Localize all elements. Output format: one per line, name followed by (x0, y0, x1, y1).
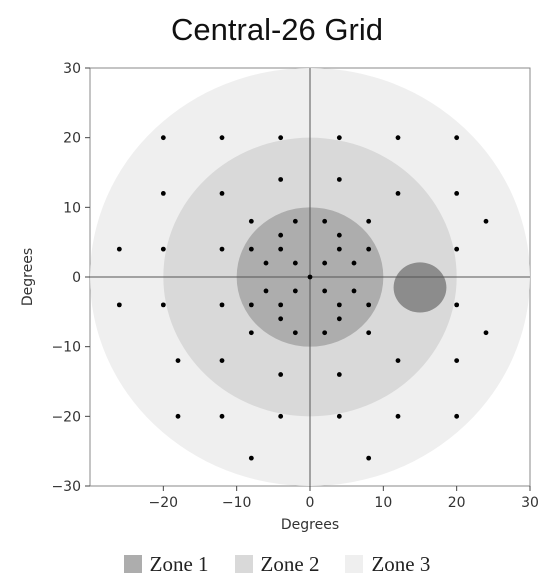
stimulus-point (292, 288, 298, 294)
stimulus-point (454, 135, 460, 141)
stimulus-point (454, 358, 460, 363)
stimulus-point (292, 330, 298, 336)
stimulus-point (307, 274, 313, 280)
stimulus-point (219, 246, 225, 252)
chart-title: Central-26 Grid (171, 12, 383, 47)
stimulus-point (292, 218, 298, 224)
ticks-layer: −20 −10 0 10 20 30 −30 −20 −10 0 10 20 30 (51, 61, 538, 511)
stimulus-point (336, 232, 342, 238)
legend-swatch-zone-1 (123, 555, 142, 573)
stimulus-point (278, 372, 284, 377)
stimulus-point (336, 302, 342, 308)
stimulus-point (395, 191, 401, 196)
y-tick-label: −10 (51, 340, 81, 356)
y-tick-label: 30 (63, 61, 81, 77)
stimulus-point (278, 302, 284, 308)
stimulus-point (248, 302, 254, 308)
stimulus-point (366, 330, 372, 336)
stimulus-point (116, 246, 122, 252)
stimulus-point (336, 372, 342, 377)
y-tick-label: −20 (51, 409, 81, 425)
stimulus-point (278, 135, 284, 141)
legend-item-zone-3: Zone 3 (345, 552, 430, 577)
stimulus-point (160, 191, 166, 196)
legend-item-zone-2: Zone 2 (234, 551, 320, 577)
stimulus-point (292, 260, 298, 266)
stimulus-point (263, 260, 269, 266)
stimulus-point (248, 455, 254, 461)
stimulus-point (219, 191, 225, 196)
zones-layer (90, 68, 530, 486)
stimulus-point (336, 177, 342, 182)
stimulus-point (160, 135, 166, 141)
legend-swatch-zone-3 (345, 555, 364, 573)
legend: Zone 1 Zone 2 Zone 3 (0, 548, 554, 580)
legend-label-zone-3: Zone 3 (371, 551, 431, 576)
stimulus-point (278, 232, 284, 238)
stimulus-point (336, 246, 342, 252)
stimulus-point (175, 358, 181, 363)
legend-swatch-zone-2 (234, 555, 253, 573)
stimulus-point (219, 135, 225, 141)
stimulus-point (454, 191, 460, 196)
legend-label-zone-2: Zone 2 (260, 551, 320, 576)
stimulus-point (454, 246, 460, 252)
x-tick-label: −10 (222, 495, 252, 511)
stimulus-point (395, 413, 401, 419)
stimulus-point (219, 413, 225, 419)
stimulus-point (248, 330, 254, 336)
x-tick-label: −20 (149, 495, 179, 511)
y-tick-label: 20 (63, 131, 81, 147)
stimulus-points (116, 135, 489, 461)
stimulus-point (219, 358, 225, 363)
stimulus-point (322, 330, 328, 336)
stimulus-point (366, 246, 372, 252)
stimulus-point (366, 302, 372, 308)
stimulus-point (483, 218, 489, 224)
x-tick-label: 20 (448, 495, 466, 511)
stimulus-point (160, 302, 166, 308)
stimulus-point (395, 358, 401, 363)
x-tick-label: 0 (306, 495, 315, 511)
stimulus-point (454, 413, 460, 419)
stimulus-point (366, 455, 372, 461)
stimulus-point (278, 413, 284, 419)
stimulus-point (336, 135, 342, 141)
y-axis-label: Degrees (20, 248, 36, 306)
legend-item-zone-1: Zone 1 (123, 551, 209, 577)
y-tick-label: −30 (51, 479, 81, 495)
stimulus-point (322, 260, 328, 266)
x-tick-label: 10 (374, 495, 392, 511)
stimulus-point (219, 302, 225, 308)
stimulus-point (263, 288, 269, 294)
stimulus-point (322, 288, 328, 294)
stimulus-point (175, 413, 181, 419)
stimulus-point (248, 246, 254, 252)
blind-spot-circle (393, 262, 447, 313)
stimulus-point (454, 302, 460, 308)
stimulus-point (322, 218, 328, 224)
stimulus-point (278, 177, 284, 182)
stimulus-point (116, 302, 122, 308)
y-tick-label: 10 (63, 200, 81, 216)
stimulus-point (366, 218, 372, 224)
stimulus-point (395, 135, 401, 141)
stimulus-point (351, 288, 357, 294)
stimulus-point (248, 218, 254, 224)
stimulus-point (160, 246, 166, 252)
x-axis-label: Degrees (281, 517, 339, 533)
y-tick-label: 0 (72, 270, 81, 286)
stimulus-point (278, 316, 284, 322)
stimulus-point (336, 316, 342, 322)
stimulus-point (351, 260, 357, 266)
plot-area: −20 −10 0 10 20 30 −30 −20 −10 0 10 20 30 Degrees De… (20, 61, 539, 533)
legend-label-zone-1: Zone 1 (149, 551, 209, 576)
stimulus-point (483, 330, 489, 336)
x-tick-label: 30 (521, 495, 539, 511)
stimulus-point (278, 246, 284, 252)
stimulus-point (336, 413, 342, 419)
